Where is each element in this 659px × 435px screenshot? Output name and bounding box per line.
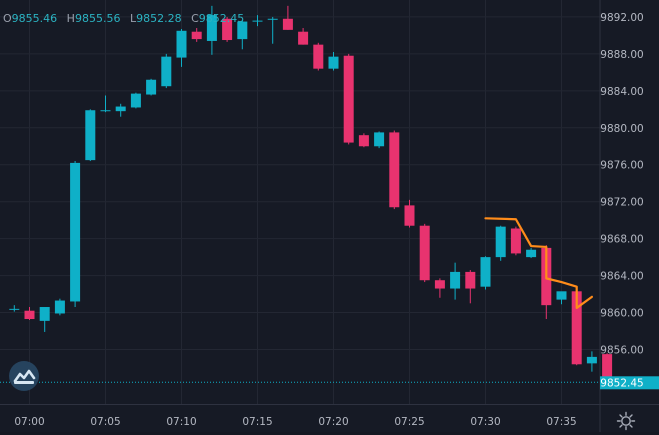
current-price-label: 9852.45: [600, 377, 643, 389]
low-label: L: [129, 12, 137, 25]
y-tick-label: 9860.00: [600, 308, 643, 320]
candle-body-up: [100, 110, 111, 112]
current-price-tag: [600, 376, 659, 390]
candle-body-up: [267, 18, 278, 20]
candle-body-down: [465, 271, 476, 289]
candle-body-up: [252, 20, 263, 22]
candle-body-up: [54, 300, 65, 314]
x-tick-label: 07:05: [90, 416, 120, 428]
candle-body-down: [24, 310, 35, 320]
x-tick-label: 07:25: [394, 416, 424, 428]
candle-body-up: [176, 30, 187, 58]
candle-body-up: [9, 308, 20, 310]
y-tick-label: 9888.00: [600, 49, 643, 61]
candle-body-down: [510, 228, 521, 254]
x-tick-label: 07:30: [470, 416, 500, 428]
candle-body-up: [480, 257, 491, 287]
candle-body-up: [130, 93, 141, 108]
ohlc-legend: O9855.46 H9855.56 L9852.28 C9852.45: [3, 12, 250, 25]
open-label: O: [3, 12, 12, 25]
y-tick-label: 9856.00: [600, 345, 643, 357]
candle-body-down: [434, 280, 445, 289]
close-label: C: [191, 12, 199, 25]
candle-body-up: [161, 56, 172, 87]
y-tick-label: 9872.00: [600, 197, 643, 209]
candle-body-up: [146, 79, 157, 95]
candle-body-up: [586, 356, 597, 364]
candle-body-down: [298, 31, 309, 45]
y-tick-label: 9876.00: [600, 160, 643, 172]
candle-body-up: [39, 307, 50, 321]
candle-body-down: [313, 44, 324, 69]
candle-body-up: [556, 291, 567, 300]
y-tick-label: 9892.00: [600, 12, 643, 24]
y-tick-label: 9864.00: [600, 271, 643, 283]
high-label: H: [66, 12, 75, 25]
candle-body-up: [374, 132, 385, 147]
gear-icon[interactable]: [616, 411, 636, 431]
candle-body-down: [419, 225, 430, 281]
candle-body-up: [70, 162, 81, 302]
candle-body-up: [495, 226, 506, 258]
candle-body-up: [237, 21, 248, 40]
open-value: 9855.46: [11, 12, 58, 25]
x-tick-label: 07:20: [318, 416, 348, 428]
y-tick-label: 9884.00: [600, 86, 643, 98]
candle-body-down: [404, 205, 415, 226]
candle-body-down: [358, 135, 369, 147]
candle-body-down: [282, 18, 293, 30]
candle-body-up: [526, 249, 537, 258]
close-value: 9852.45: [198, 12, 245, 25]
x-tick-label: 07:00: [14, 416, 44, 428]
candle-body-up: [328, 56, 339, 69]
candle-body-up: [450, 271, 461, 289]
x-tick-label: 07:15: [242, 416, 272, 428]
y-tick-label: 9880.00: [600, 123, 643, 135]
candle-body-down: [389, 132, 400, 208]
tradingview-logo-icon[interactable]: [9, 361, 39, 391]
x-tick-label: 07:35: [546, 416, 576, 428]
candle-body-down: [571, 291, 582, 365]
high-value: 9855.56: [74, 12, 121, 25]
candle-body-down: [343, 55, 354, 143]
candle-body-up: [85, 110, 96, 161]
freehand-drawing: [484, 217, 594, 310]
y-tick-label: 9868.00: [600, 234, 643, 246]
low-value: 9852.28: [136, 12, 182, 25]
candle-body-down: [602, 354, 613, 383]
x-tick-label: 07:10: [166, 416, 196, 428]
candle-body-down: [191, 31, 202, 40]
candle-body-up: [206, 15, 217, 41]
candle-body-up: [115, 106, 126, 112]
candle-body-down: [222, 18, 233, 41]
